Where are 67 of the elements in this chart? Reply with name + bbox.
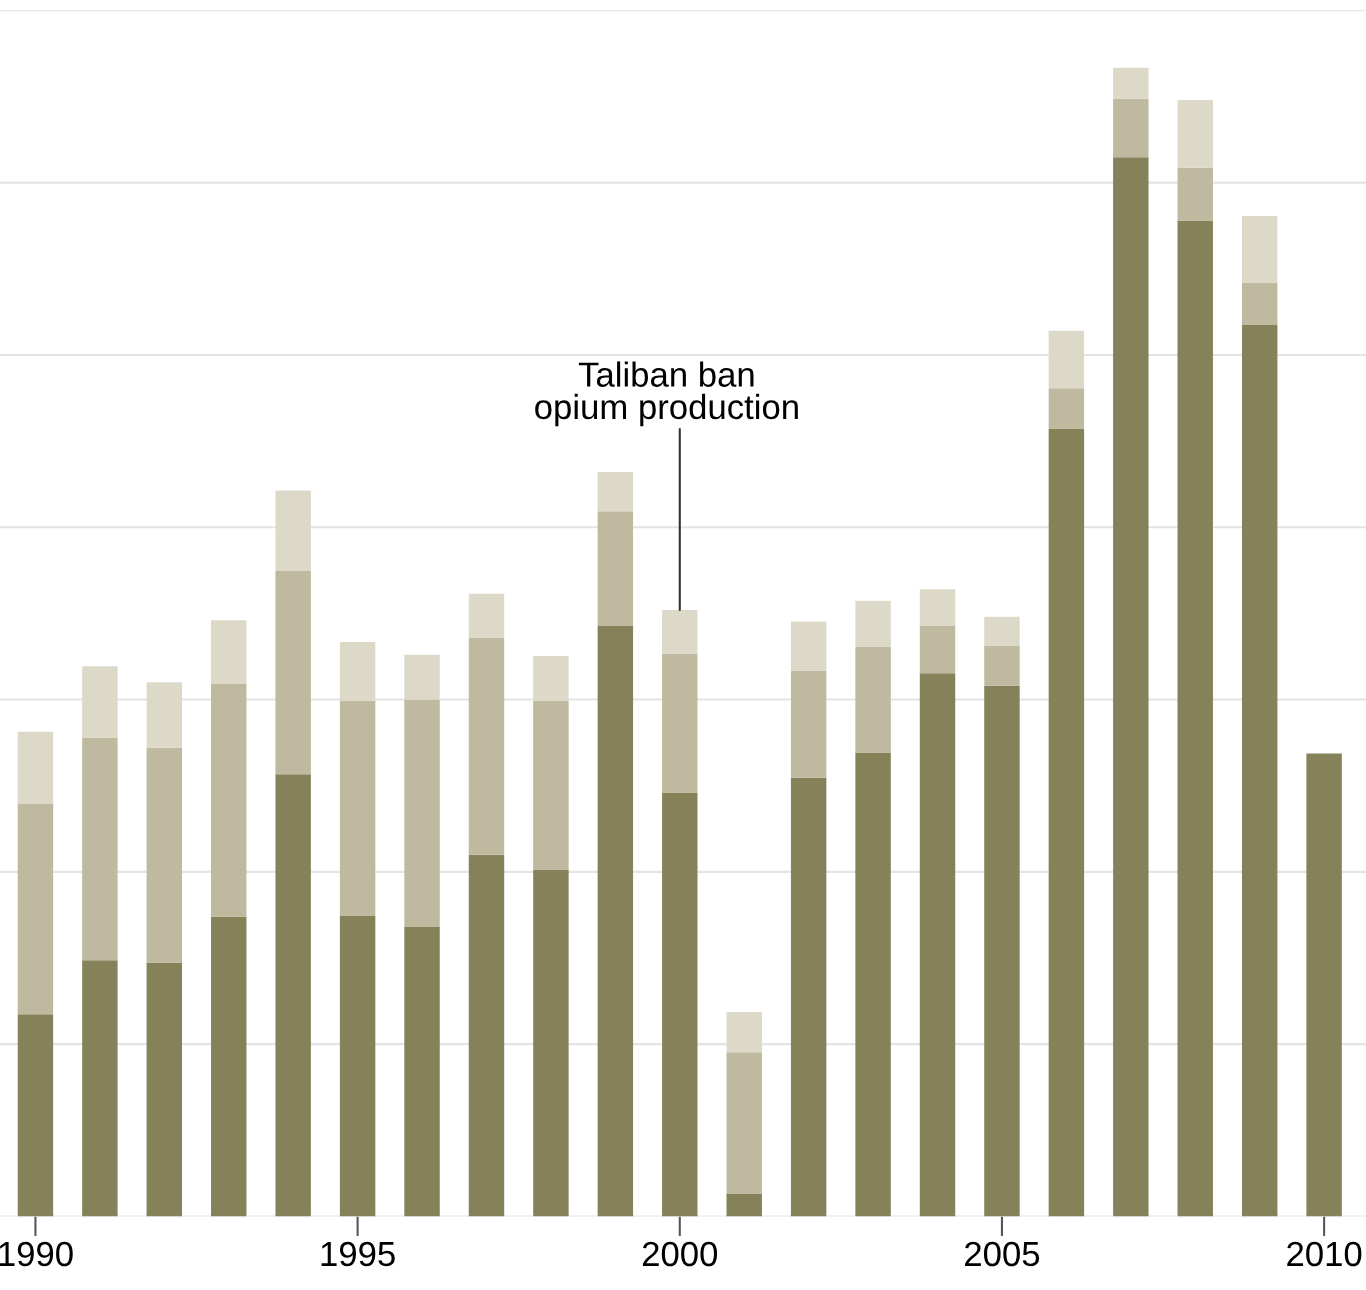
bar — [597, 472, 634, 512]
bar — [82, 737, 118, 961]
bar — [339, 642, 376, 701]
bar — [275, 570, 311, 775]
bar — [919, 589, 956, 627]
bar — [211, 916, 247, 1217]
bar — [1048, 428, 1085, 1217]
bar — [919, 673, 956, 1217]
bar — [790, 621, 827, 671]
bar — [790, 777, 827, 1217]
bar — [726, 1012, 762, 1053]
bar — [1177, 167, 1213, 221]
x-tick-label: 2010 — [1287, 1241, 1362, 1267]
bar — [1241, 215, 1278, 283]
bar — [17, 731, 54, 805]
bar — [1113, 67, 1149, 99]
bar — [919, 626, 956, 674]
x-tick-label: 1990 — [0, 1241, 73, 1267]
bar — [790, 670, 827, 778]
bar — [339, 915, 376, 1217]
bar — [984, 645, 1020, 686]
bar — [855, 600, 891, 647]
bar — [662, 653, 698, 793]
bar — [533, 869, 569, 1217]
bar — [1177, 220, 1213, 1217]
bar — [533, 655, 569, 701]
bar — [855, 752, 891, 1217]
bar — [1113, 98, 1149, 158]
bar — [468, 637, 505, 855]
bar — [597, 626, 634, 1217]
bar — [17, 1014, 54, 1217]
bar — [984, 616, 1020, 646]
bar — [1241, 325, 1278, 1217]
bar — [468, 593, 505, 638]
bar — [1048, 388, 1085, 429]
bar — [533, 700, 569, 870]
x-tick-label: 2005 — [965, 1241, 1040, 1267]
bar — [984, 685, 1020, 1217]
bar — [404, 654, 440, 700]
bar — [404, 699, 440, 927]
bar — [1306, 753, 1342, 1217]
bar — [726, 1052, 762, 1194]
bar — [17, 804, 54, 1015]
bar — [339, 700, 376, 916]
bar — [404, 926, 440, 1217]
bar — [275, 774, 311, 1217]
bar — [597, 511, 634, 627]
bar — [146, 747, 183, 963]
bar — [146, 962, 183, 1217]
bar — [82, 960, 118, 1217]
bar — [1048, 330, 1085, 389]
bar — [662, 792, 698, 1217]
bar — [82, 666, 118, 738]
bar — [726, 1193, 762, 1217]
x-tick-label: 1995 — [321, 1241, 395, 1267]
bar — [1241, 282, 1278, 326]
bar — [855, 646, 891, 753]
bar — [662, 609, 698, 654]
bar — [1177, 99, 1213, 168]
bar — [468, 854, 505, 1217]
bar — [1113, 157, 1149, 1217]
annotation: Taliban ban opium production — [535, 361, 798, 427]
bar — [211, 620, 247, 684]
bar — [146, 682, 183, 748]
bar — [275, 490, 311, 571]
bar — [211, 683, 247, 917]
x-tick-label: 2000 — [642, 1241, 718, 1267]
